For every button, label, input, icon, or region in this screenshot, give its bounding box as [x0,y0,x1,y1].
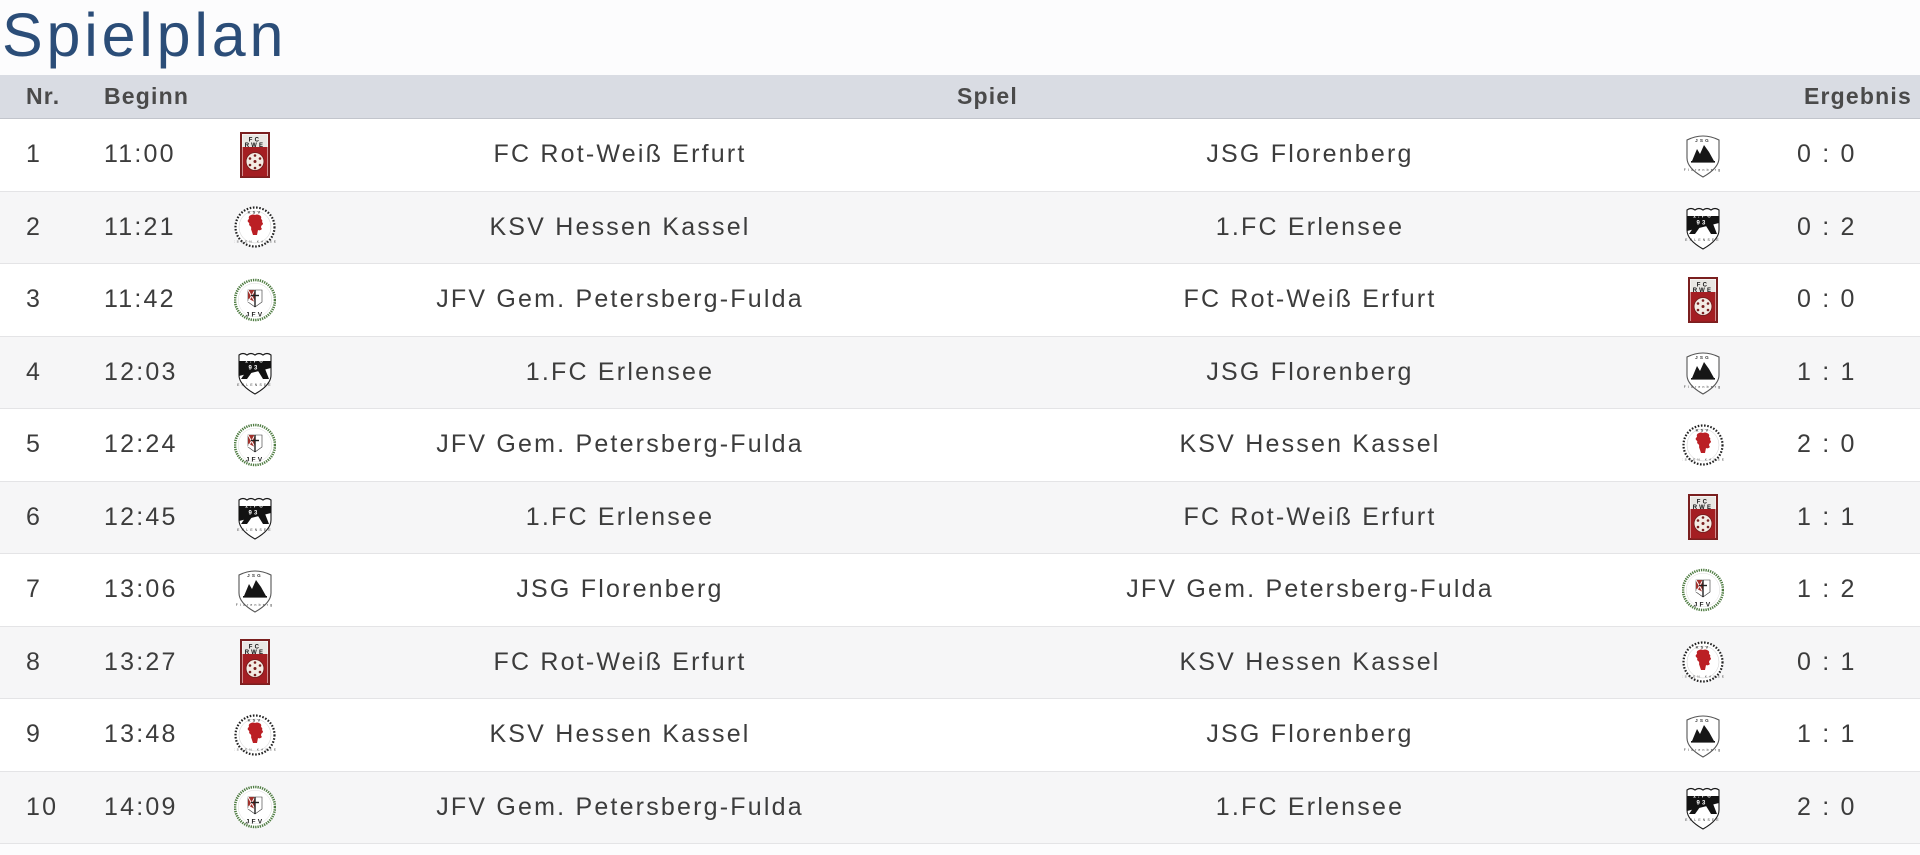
svg-text:JSG: JSG [247,573,263,578]
svg-text:KSV: KSV [1695,427,1710,432]
svg-text:ERLENSEE: ERLENSEE [1685,238,1721,242]
svg-text:KSV: KSV [248,210,263,215]
svg-text:HESSEN KASSEL: HESSEN KASSEL [234,747,276,751]
svg-text:JSG: JSG [1695,718,1711,723]
svg-text:JFV: JFV [1693,601,1712,608]
svg-text:HESSEN KASSEL: HESSEN KASSEL [1682,457,1724,461]
svg-text:ERLENSEE: ERLENSEE [1685,818,1721,822]
svg-text:JSG: JSG [1695,355,1711,360]
svg-text:93: 93 [248,511,259,517]
svg-text:HESSEN KASSEL: HESSEN KASSEL [1682,675,1724,679]
svg-text:KSV: KSV [248,717,263,722]
svg-text:Florenberg: Florenberg [1683,168,1721,172]
svg-text:Florenberg: Florenberg [1683,385,1721,389]
svg-text:1.FC: 1.FC [245,359,265,365]
svg-text:93: 93 [1696,221,1707,227]
svg-text:1.FC: 1.FC [1692,214,1712,220]
svg-text:ERLENSEE: ERLENSEE [237,383,273,387]
svg-text:JFV: JFV [246,311,265,318]
svg-text:ERLENSEE: ERLENSEE [237,528,273,532]
svg-text:HESSEN KASSEL: HESSEN KASSEL [234,240,276,244]
svg-text:JFV: JFV [246,456,265,463]
svg-text:JSG: JSG [1695,138,1711,143]
svg-text:1.FC: 1.FC [245,504,265,510]
svg-text:JFV: JFV [246,819,265,826]
svg-text:KSV: KSV [1695,645,1710,650]
svg-text:1.FC: 1.FC [1692,794,1712,800]
svg-text:93: 93 [248,366,259,372]
svg-text:93: 93 [1696,801,1707,807]
svg-text:Florenberg: Florenberg [1683,748,1721,752]
svg-text:Florenberg: Florenberg [236,603,274,607]
